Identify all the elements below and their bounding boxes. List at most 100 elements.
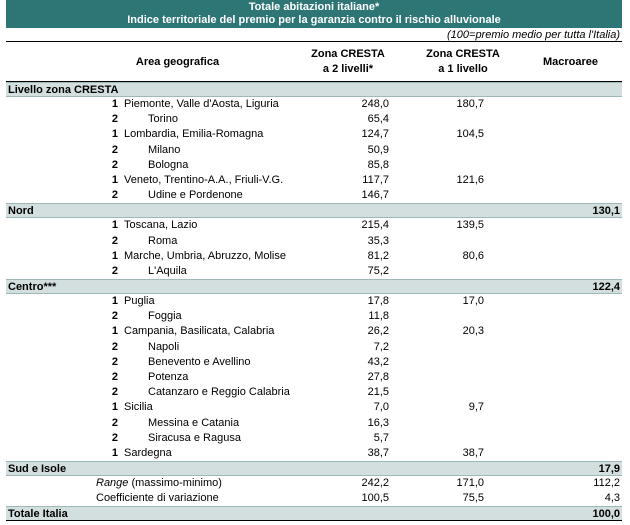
column-header: Area geografica Zona CRESTA a 2 livelli*… [6, 42, 622, 82]
row-zona-2: 50,9 [367, 143, 389, 156]
table-row: 1 Lombardia, Emilia-Romagna 124,7 104,5 [6, 127, 622, 142]
row-macro [484, 431, 622, 446]
row-area-name: Milano [148, 143, 181, 156]
row-zona-2: 7,2 [373, 340, 389, 353]
table-row: 1 Marche, Umbria, Abruzzo, Molise 81,2 80,6 [6, 249, 622, 264]
sud-rows: 1 Puglia 17,8 17,0 2 Foggia 11,8 1 Campania, Bas… [6, 294, 622, 461]
row-zona-2: 43,2 [367, 355, 389, 368]
row-macro [484, 340, 622, 355]
row-area-name: Siracusa e Ragusa [148, 431, 241, 444]
row-zona-1 [389, 340, 484, 355]
table-row: 2 Napoli 7,2 [6, 340, 622, 355]
row-macro [484, 158, 622, 173]
table-row: 2 L'Aquila 75,2 [6, 264, 622, 279]
row-level: 1 [111, 325, 118, 338]
row-level: 2 [111, 371, 118, 383]
row-area-name: Toscana, Lazio [124, 219, 198, 232]
row-zona-2: 65,4 [367, 113, 389, 126]
title-line-2: Indice territoriale del premio per la ga… [127, 14, 501, 26]
section-macro: 122,4 [592, 281, 620, 294]
row-level: 2 [111, 431, 118, 444]
row-macro [484, 127, 622, 142]
section-macro: 130,1 [592, 205, 620, 218]
index-note: (100=premio medio per tutta l'Italia) [6, 28, 622, 42]
col-area: Area geografica [135, 55, 220, 68]
range-label: Range (massimo-minimo) [6, 476, 289, 491]
table-row: 2 Catanzaro e Reggio Calabria 21,5 [6, 385, 622, 400]
row-macro [484, 355, 622, 370]
section-sud-isole: Sud e Isole 17,9 [6, 461, 622, 477]
row-level: 2 [111, 189, 118, 202]
row-area-name: Foggia [148, 310, 182, 323]
row-area-name: Torino [148, 113, 178, 126]
row-macro [484, 264, 622, 279]
section-livello: Livello zona CRESTA [6, 82, 622, 97]
table-row: 1 Toscana, Lazio 215,4 139,5 [6, 218, 622, 233]
total-macro: 100,0 [592, 508, 620, 521]
row-area-name: L'Aquila [148, 264, 187, 277]
table-row: 2 Torino 65,4 [6, 112, 622, 127]
row-zona-1 [389, 431, 484, 446]
table-row: 2 Roma 35,3 [6, 234, 622, 249]
row-zona-2: 26,2 [367, 325, 389, 338]
row-area-name: Roma [148, 234, 178, 247]
row-zona-1: 17,0 [462, 295, 484, 308]
table-row: 2 Milano 50,9 [6, 143, 622, 158]
row-level: 1 [111, 249, 118, 262]
row-zona-1 [389, 355, 484, 370]
row-zona-2: 85,8 [367, 158, 389, 171]
row-level: 1 [111, 173, 118, 186]
row-zona-2: 7,0 [373, 401, 389, 414]
col-z1-line2: a 1 livello [438, 62, 488, 75]
row-level: 2 [111, 143, 118, 156]
row-zona-1: 121,6 [456, 173, 484, 186]
row-area-name: Napoli [148, 340, 180, 353]
row-zona-1 [389, 234, 484, 249]
row-zona-2: 27,8 [367, 371, 389, 383]
row-level: 2 [111, 310, 118, 323]
row-macro [484, 309, 622, 324]
row-zona-1 [389, 264, 484, 279]
range-rest: (massimo-minimo) [128, 477, 222, 490]
row-zona-2: 11,8 [368, 310, 389, 323]
cv-z1: 75,5 [462, 492, 484, 505]
table-row: 1 Sicilia 7,0 9,7 [6, 400, 622, 415]
row-area-name: Sardegna [124, 446, 172, 459]
row-zona-2: 124,7 [361, 128, 389, 141]
nord-rows: 1 Piemonte, Valle d'Aosta, Liguria 248,0 18… [6, 97, 622, 203]
row-macro [484, 234, 622, 249]
row-macro [484, 188, 622, 203]
row-level: 1 [111, 295, 118, 308]
row-zona-2: 38,7 [367, 446, 389, 459]
table-row: 2 Siracusa e Ragusa 5,7 [6, 431, 622, 446]
row-zona-1: 20,3 [462, 325, 484, 338]
row-macro [484, 173, 622, 188]
row-level: 2 [111, 340, 118, 353]
range-italic: Range [96, 477, 129, 490]
row-zona-1 [389, 385, 484, 400]
cv-z2: 100,5 [361, 492, 389, 505]
row-macro [484, 143, 622, 158]
row-zona-1 [389, 416, 484, 431]
row-area-name: Puglia [124, 295, 155, 308]
row-area-name: Udine e Pordenone [148, 189, 243, 202]
row-zona-1: 180,7 [456, 98, 484, 110]
row-zona-1: 80,6 [462, 249, 484, 262]
row-zona-2: 21,5 [367, 386, 389, 399]
row-zona-2: 117,7 [362, 173, 389, 186]
row-level: 1 [111, 401, 118, 414]
row-area-name: Catanzaro e Reggio Calabria [148, 386, 290, 399]
range-z2: 242,2 [361, 477, 389, 490]
row-zona-2: 248,0 [361, 98, 389, 110]
row-level: 2 [111, 416, 118, 429]
section-label: Centro*** [8, 281, 57, 294]
col-z1-line1: Zona CRESTA [426, 47, 500, 60]
row-macro [484, 294, 622, 309]
row-area-name: Lombardia, Emilia-Romagna [124, 128, 264, 141]
row-level: 1 [111, 219, 118, 232]
row-zona-1: 139,5 [456, 219, 484, 232]
col-z2-line2: a 2 livelli* [322, 62, 374, 75]
section-label: Nord [8, 205, 34, 218]
table-row: 2 Benevento e Avellino 43,2 [6, 355, 622, 370]
